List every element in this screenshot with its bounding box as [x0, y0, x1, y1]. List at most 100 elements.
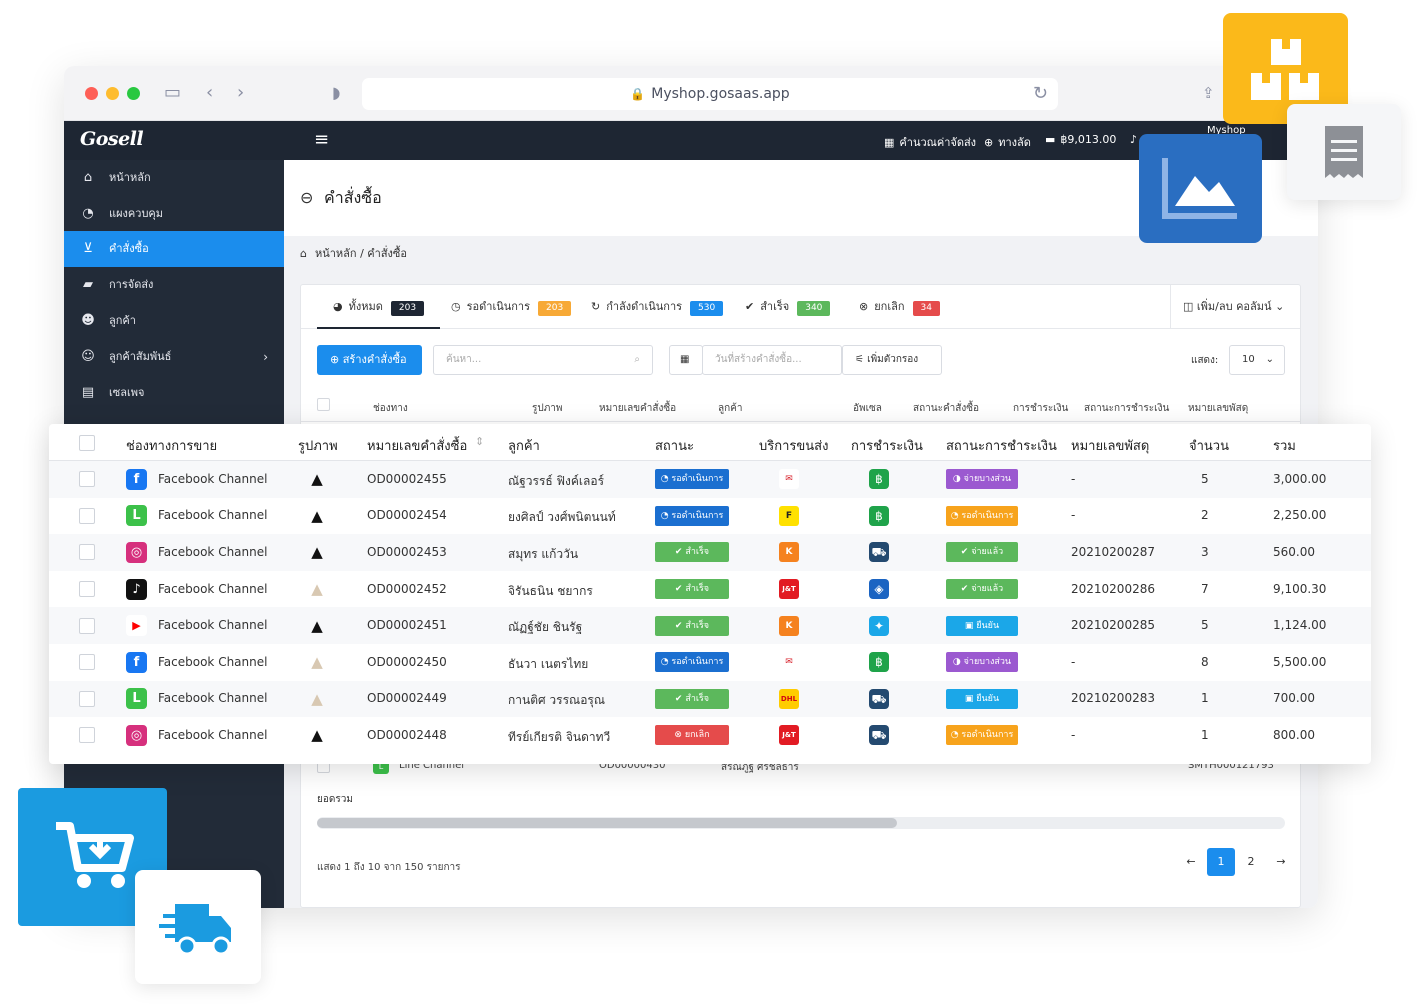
gosell-logo[interactable]: Gosell — [80, 128, 144, 150]
add-filter-button[interactable]: ⚟ เพิ่มตัวกรอง — [842, 345, 942, 375]
search-input[interactable]: ค้นหา... ⌕ — [433, 345, 653, 375]
sidebar-item-orders[interactable]: ⊻ คำสั่งซื้อ — [64, 231, 284, 267]
table-row[interactable]: ◎ Facebook Channel ▲ OD00002448 ทีรย์เกียรติ… — [49, 717, 1371, 754]
order-id[interactable]: OD00002454 — [367, 508, 447, 523]
order-id[interactable]: OD00002452 — [367, 581, 447, 596]
maximize-window-button[interactable] — [127, 87, 140, 100]
col-header-payment-status[interactable]: สถานะการชำระเงิน — [946, 439, 1057, 454]
col-header[interactable]: สถานะคำสั่งซื้อ — [913, 403, 980, 414]
table-row[interactable]: ◎ Facebook Channel ▲ OD00002453 สมุทร แก้ววั… — [49, 534, 1371, 571]
horizontal-scrollbar[interactable] — [317, 817, 1285, 829]
product-shirt-icon[interactable]: ▲ — [311, 653, 323, 672]
tab-all[interactable]: ◕ ทั้งหมด 203 — [317, 285, 441, 329]
product-shirt-icon[interactable]: ▲ — [311, 470, 323, 489]
row-checkbox[interactable] — [79, 544, 95, 561]
tab-cancelled[interactable]: ⊗ ยกเลิก 34 — [859, 285, 940, 329]
sidebar-item-customers[interactable]: ☻ ลูกค้า — [64, 303, 284, 339]
col-header-tracking[interactable]: หมายเลขพัสดุ — [1071, 439, 1150, 454]
sidebar-item-shipping[interactable]: ▰ การจัดส่ง — [64, 267, 284, 303]
row-checkbox[interactable] — [79, 507, 95, 524]
product-shirt-icon[interactable]: ▲ — [311, 726, 323, 745]
home-icon[interactable]: ⌂ — [300, 247, 307, 260]
table-row[interactable]: L Facebook Channel ▲ OD00002454 ยงศิลป์ วงศ์… — [49, 498, 1371, 535]
col-header[interactable]: ลูกค้า — [718, 403, 743, 414]
col-header-customer[interactable]: ลูกค้า — [508, 439, 540, 454]
payment-status-badge[interactable]: ▣ ยืนยัน — [946, 688, 1018, 709]
shortcut-link[interactable]: ⊕ ทางลัด — [984, 136, 1031, 149]
payment-status-badge[interactable]: ◔ รอดำเนินการ — [946, 505, 1018, 526]
product-shirt-icon[interactable]: ▲ — [311, 580, 323, 599]
create-order-button[interactable]: ⊕ สร้างคำสั่งซื้อ — [317, 345, 422, 375]
shipping-calc-link[interactable]: ▦ คำนวณค่าจัดส่ง — [884, 136, 977, 149]
order-id[interactable]: OD00002449 — [367, 691, 447, 706]
back-arrow-icon[interactable]: ‹ — [206, 82, 214, 103]
tab-pending[interactable]: ◷ รอดำเนินการ 203 — [451, 285, 572, 329]
sidebar-item-crm[interactable]: ☺ ลูกค้าสัมพันธ์ › — [64, 339, 284, 375]
table-row[interactable]: f Facebook Channel ▲ OD00002455 ณัฐวรรธ์ ฟิง… — [49, 461, 1371, 498]
order-status-badge[interactable]: ✔ สำเร็จ — [655, 579, 729, 600]
col-header[interactable]: หมายเลขพัสดุ — [1188, 403, 1249, 414]
table-row[interactable]: f Facebook Channel ▲ OD00002450 ธันวา เนตรไท… — [49, 644, 1371, 681]
payment-status-badge[interactable]: ✔ จ่ายแล้ว — [946, 542, 1018, 563]
forward-arrow-icon[interactable]: › — [237, 82, 245, 103]
order-status-badge[interactable]: ◔ รอดำเนินการ — [655, 505, 729, 526]
payment-status-badge[interactable]: ◑ จ่ายบางส่วน — [946, 469, 1018, 490]
notification-bell[interactable]: ♪ — [1130, 133, 1137, 146]
scrollbar-thumb[interactable] — [317, 818, 897, 828]
row-checkbox[interactable] — [79, 471, 95, 488]
shield-icon[interactable]: ◗ — [332, 83, 341, 102]
order-id[interactable]: OD00000430 — [599, 760, 666, 771]
col-header[interactable]: สถานะการชำระเงิน — [1084, 403, 1170, 414]
col-header-carrier[interactable]: บริการขนส่ง — [759, 439, 829, 454]
payment-status-badge[interactable]: ◔ รอดำเนินการ — [946, 725, 1018, 746]
col-header[interactable]: ช่องทาง — [373, 403, 408, 414]
select-all-checkbox[interactable] — [317, 398, 330, 411]
calendar-icon[interactable]: ▦ — [669, 345, 703, 375]
wallet-balance[interactable]: ▬ ฿9,013.00 — [1045, 133, 1117, 146]
col-header[interactable]: อัพเซล — [853, 403, 882, 414]
reload-icon[interactable]: ↻ — [1032, 83, 1048, 104]
shop-name[interactable]: Myshop — [1207, 125, 1246, 136]
product-shirt-icon[interactable]: ▲ — [311, 506, 323, 525]
col-header-qty[interactable]: จำนวน — [1189, 439, 1229, 454]
order-id[interactable]: OD00002451 — [367, 618, 447, 633]
select-all-checkbox[interactable] — [79, 435, 95, 451]
hamburger-menu-icon[interactable]: ≡ — [314, 129, 330, 150]
share-icon[interactable]: ⇪ — [1202, 84, 1215, 102]
sidebar-toggle-icon[interactable]: ▭ — [164, 82, 182, 103]
order-status-badge[interactable]: ⊗ ยกเลิก — [655, 725, 729, 746]
table-row[interactable]: ♪ Facebook Channel ▲ OD00002452 จิรันธนิน ชย… — [49, 571, 1371, 608]
order-id[interactable]: OD00002448 — [367, 727, 447, 742]
prev-page-button[interactable]: ← — [1186, 855, 1196, 868]
tab-completed[interactable]: ✔ สำเร็จ 340 — [745, 285, 831, 329]
row-checkbox[interactable] — [79, 617, 95, 634]
order-status-badge[interactable]: ◔ รอดำเนินการ — [655, 469, 729, 490]
col-header[interactable]: หมายเลขคำสั่งซื้อ — [599, 403, 677, 414]
col-header-order-id[interactable]: หมายเลขคำสั่งซื้อ — [367, 439, 468, 454]
breadcrumb-home[interactable]: หน้าหลัก — [314, 247, 357, 260]
columns-toggle-button[interactable]: ◫ เพิ่ม/ลบ คอลัมน์ ⌄ — [1170, 285, 1300, 329]
col-header-channel[interactable]: ช่องทางการขาย — [126, 439, 218, 454]
product-shirt-icon[interactable]: ▲ — [311, 616, 323, 635]
sidebar-item-salespage[interactable]: ▤ เซลเพจ — [64, 375, 284, 411]
next-page-button[interactable]: → — [1276, 855, 1286, 868]
product-shirt-icon[interactable]: ▲ — [311, 543, 323, 562]
address-bar[interactable]: 🔒 Myshop.gosaas.app ↻ — [362, 78, 1058, 110]
order-status-badge[interactable]: ✔ สำเร็จ — [655, 688, 729, 709]
order-id[interactable]: OD00002450 — [367, 654, 447, 669]
col-header[interactable]: การชำระเงิน — [1013, 403, 1069, 414]
product-shirt-icon[interactable]: ▲ — [311, 689, 323, 708]
row-checkbox[interactable] — [79, 690, 95, 707]
row-checkbox[interactable] — [79, 581, 95, 598]
date-input[interactable]: วันที่สร้างคำสั่งซื้อ... — [702, 345, 842, 375]
order-status-badge[interactable]: ◔ รอดำเนินการ — [655, 652, 729, 673]
table-row[interactable]: L Facebook Channel ▲ OD00002449 กานติศ วรรณอ… — [49, 680, 1371, 718]
table-row[interactable]: ▶ Facebook Channel ▲ OD00002451 ณัฏฐ์ชัย ชิน… — [49, 607, 1371, 644]
sort-icon[interactable]: ⇕ — [475, 435, 485, 448]
order-status-badge[interactable]: ✔ สำเร็จ — [655, 542, 729, 563]
page-1-button[interactable]: 1 — [1207, 848, 1235, 876]
order-id[interactable]: OD00002453 — [367, 544, 447, 559]
col-header[interactable]: รูปภาพ — [532, 403, 563, 414]
sidebar-item-home[interactable]: ⌂ หน้าหลัก — [64, 160, 284, 196]
back-circle-icon[interactable]: ⊖ — [300, 188, 314, 207]
